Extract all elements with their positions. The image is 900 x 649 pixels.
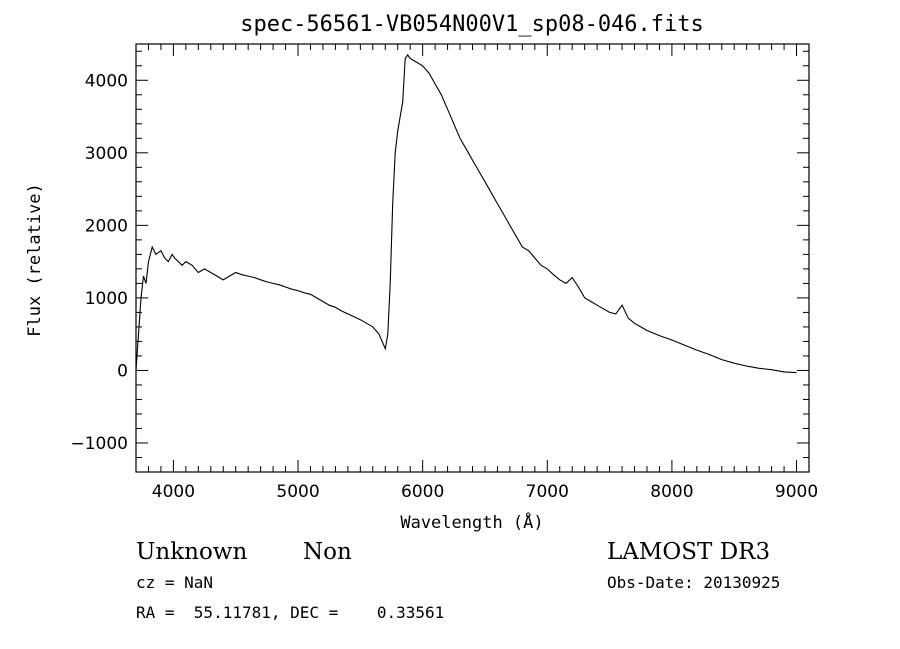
coords-text: RA = 55.11781, DEC = 0.33561 [136, 603, 444, 622]
chart-title: spec-56561-VB054N00V1_sp08-046.fits [240, 12, 704, 37]
redshift-text: cz = NaN [136, 573, 213, 592]
x-tick-label: 8000 [650, 482, 693, 502]
x-tick-label: 4000 [152, 482, 195, 502]
x-tick-label: 7000 [526, 482, 569, 502]
object-subclass: Non [303, 539, 352, 565]
y-tick-label: 4000 [85, 71, 128, 91]
obs-date-text: Obs-Date: 20130925 [607, 573, 780, 592]
axis-ticks [136, 44, 809, 473]
plot-area: 4000 5000 6000 7000 8000 9000 −1000 0 1000 2000 30… [70, 43, 818, 502]
y-tick-label: 1000 [85, 289, 128, 309]
tick-labels: 4000 5000 6000 7000 8000 9000 −1000 0 1000 2000 30… [70, 71, 818, 502]
survey-name: LAMOST DR3 [607, 539, 770, 565]
x-tick-label: 6000 [401, 482, 444, 502]
plot-frame [135, 43, 810, 473]
x-tick-label: 9000 [775, 482, 818, 502]
object-class: Unknown [136, 539, 247, 565]
spectrum-line [135, 53, 797, 374]
x-axis-label: Wavelength (Å) [400, 511, 543, 533]
y-tick-label: 2000 [85, 216, 128, 236]
y-tick-label: 3000 [85, 144, 128, 164]
y-axis-label: Flux (relative) [25, 183, 45, 337]
x-tick-label: 5000 [276, 482, 319, 502]
y-tick-label: −1000 [70, 434, 128, 454]
y-tick-label: 0 [117, 361, 128, 381]
